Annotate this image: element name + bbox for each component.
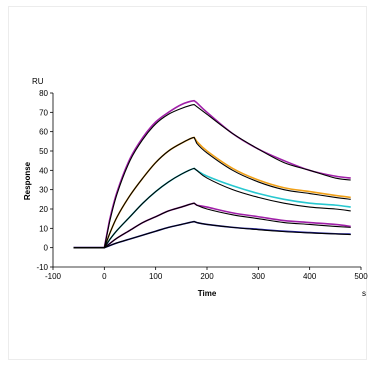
x-tick-label: -100 xyxy=(45,272,62,281)
y-tick-label: 50 xyxy=(39,147,48,156)
x-axis: -100 0 100 200 300 400 500 xyxy=(45,266,368,281)
y-unit-label: RU xyxy=(32,77,44,86)
fit-curve-5 xyxy=(73,221,351,249)
y-tick-label: -10 xyxy=(36,263,48,272)
data-series-2 xyxy=(73,136,351,249)
y-axis: -10 0 10 20 30 40 50 60 70 80 xyxy=(36,89,54,272)
fit-curve-1 xyxy=(73,104,351,249)
y-tick-label: 60 xyxy=(39,128,48,137)
x-tick-label: 0 xyxy=(102,272,107,281)
y-tick-label: 80 xyxy=(39,89,48,98)
y-tick-label: 10 xyxy=(39,224,48,233)
y-tick-label: 70 xyxy=(39,108,48,117)
x-tick-label: 400 xyxy=(303,272,317,281)
x-tick-label: 200 xyxy=(200,272,214,281)
x-axis-title: Time xyxy=(198,289,217,298)
fit-layer xyxy=(73,104,351,249)
x-tick-label: 300 xyxy=(252,272,266,281)
y-tick-label: 30 xyxy=(39,186,48,195)
y-tick-label: 20 xyxy=(39,205,48,214)
fit-curve-4 xyxy=(73,202,351,249)
x-unit-label: s xyxy=(362,289,366,298)
x-tick-label: 100 xyxy=(149,272,163,281)
fit-curve-2 xyxy=(73,136,351,249)
y-tick-label: 40 xyxy=(39,166,48,175)
fit-curve-3 xyxy=(73,167,351,249)
y-tick-label: 0 xyxy=(44,244,49,253)
y-axis-title: Response xyxy=(23,161,32,200)
chart-frame xyxy=(8,6,367,360)
x-tick-label: 500 xyxy=(354,272,368,281)
